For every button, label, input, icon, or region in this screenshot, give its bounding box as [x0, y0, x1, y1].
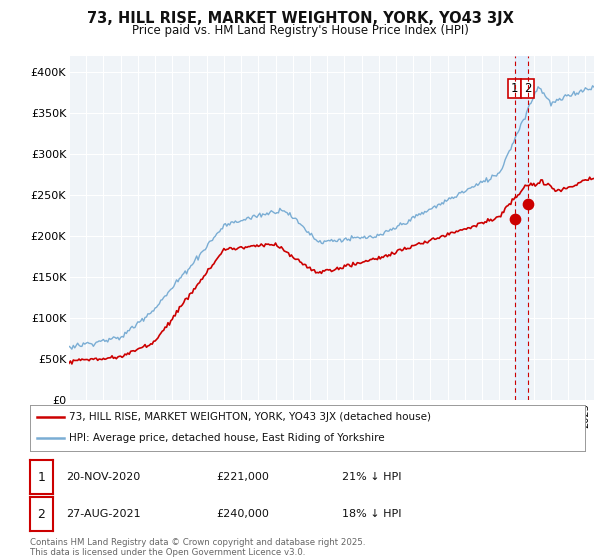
Bar: [515, 56, 528, 400]
Text: Contains HM Land Registry data © Crown copyright and database right 2025.
This d: Contains HM Land Registry data © Crown c…: [30, 538, 365, 557]
Point: [510, 214, 520, 223]
Text: 18% ↓ HPI: 18% ↓ HPI: [342, 509, 401, 519]
Text: £221,000: £221,000: [216, 472, 269, 482]
Text: 1: 1: [511, 82, 518, 95]
Text: 73, HILL RISE, MARKET WEIGHTON, YORK, YO43 3JX: 73, HILL RISE, MARKET WEIGHTON, YORK, YO…: [86, 11, 514, 26]
Text: 21% ↓ HPI: 21% ↓ HPI: [342, 472, 401, 482]
Text: 27-AUG-2021: 27-AUG-2021: [66, 509, 140, 519]
Text: HPI: Average price, detached house, East Riding of Yorkshire: HPI: Average price, detached house, East…: [69, 433, 385, 444]
Text: £240,000: £240,000: [216, 509, 269, 519]
Text: Price paid vs. HM Land Registry's House Price Index (HPI): Price paid vs. HM Land Registry's House …: [131, 24, 469, 36]
Point: [523, 199, 533, 208]
Text: 73, HILL RISE, MARKET WEIGHTON, YORK, YO43 3JX (detached house): 73, HILL RISE, MARKET WEIGHTON, YORK, YO…: [69, 412, 431, 422]
Text: 1: 1: [37, 470, 46, 484]
Text: 2: 2: [524, 82, 532, 95]
Text: 2: 2: [37, 507, 46, 521]
Text: 20-NOV-2020: 20-NOV-2020: [66, 472, 140, 482]
